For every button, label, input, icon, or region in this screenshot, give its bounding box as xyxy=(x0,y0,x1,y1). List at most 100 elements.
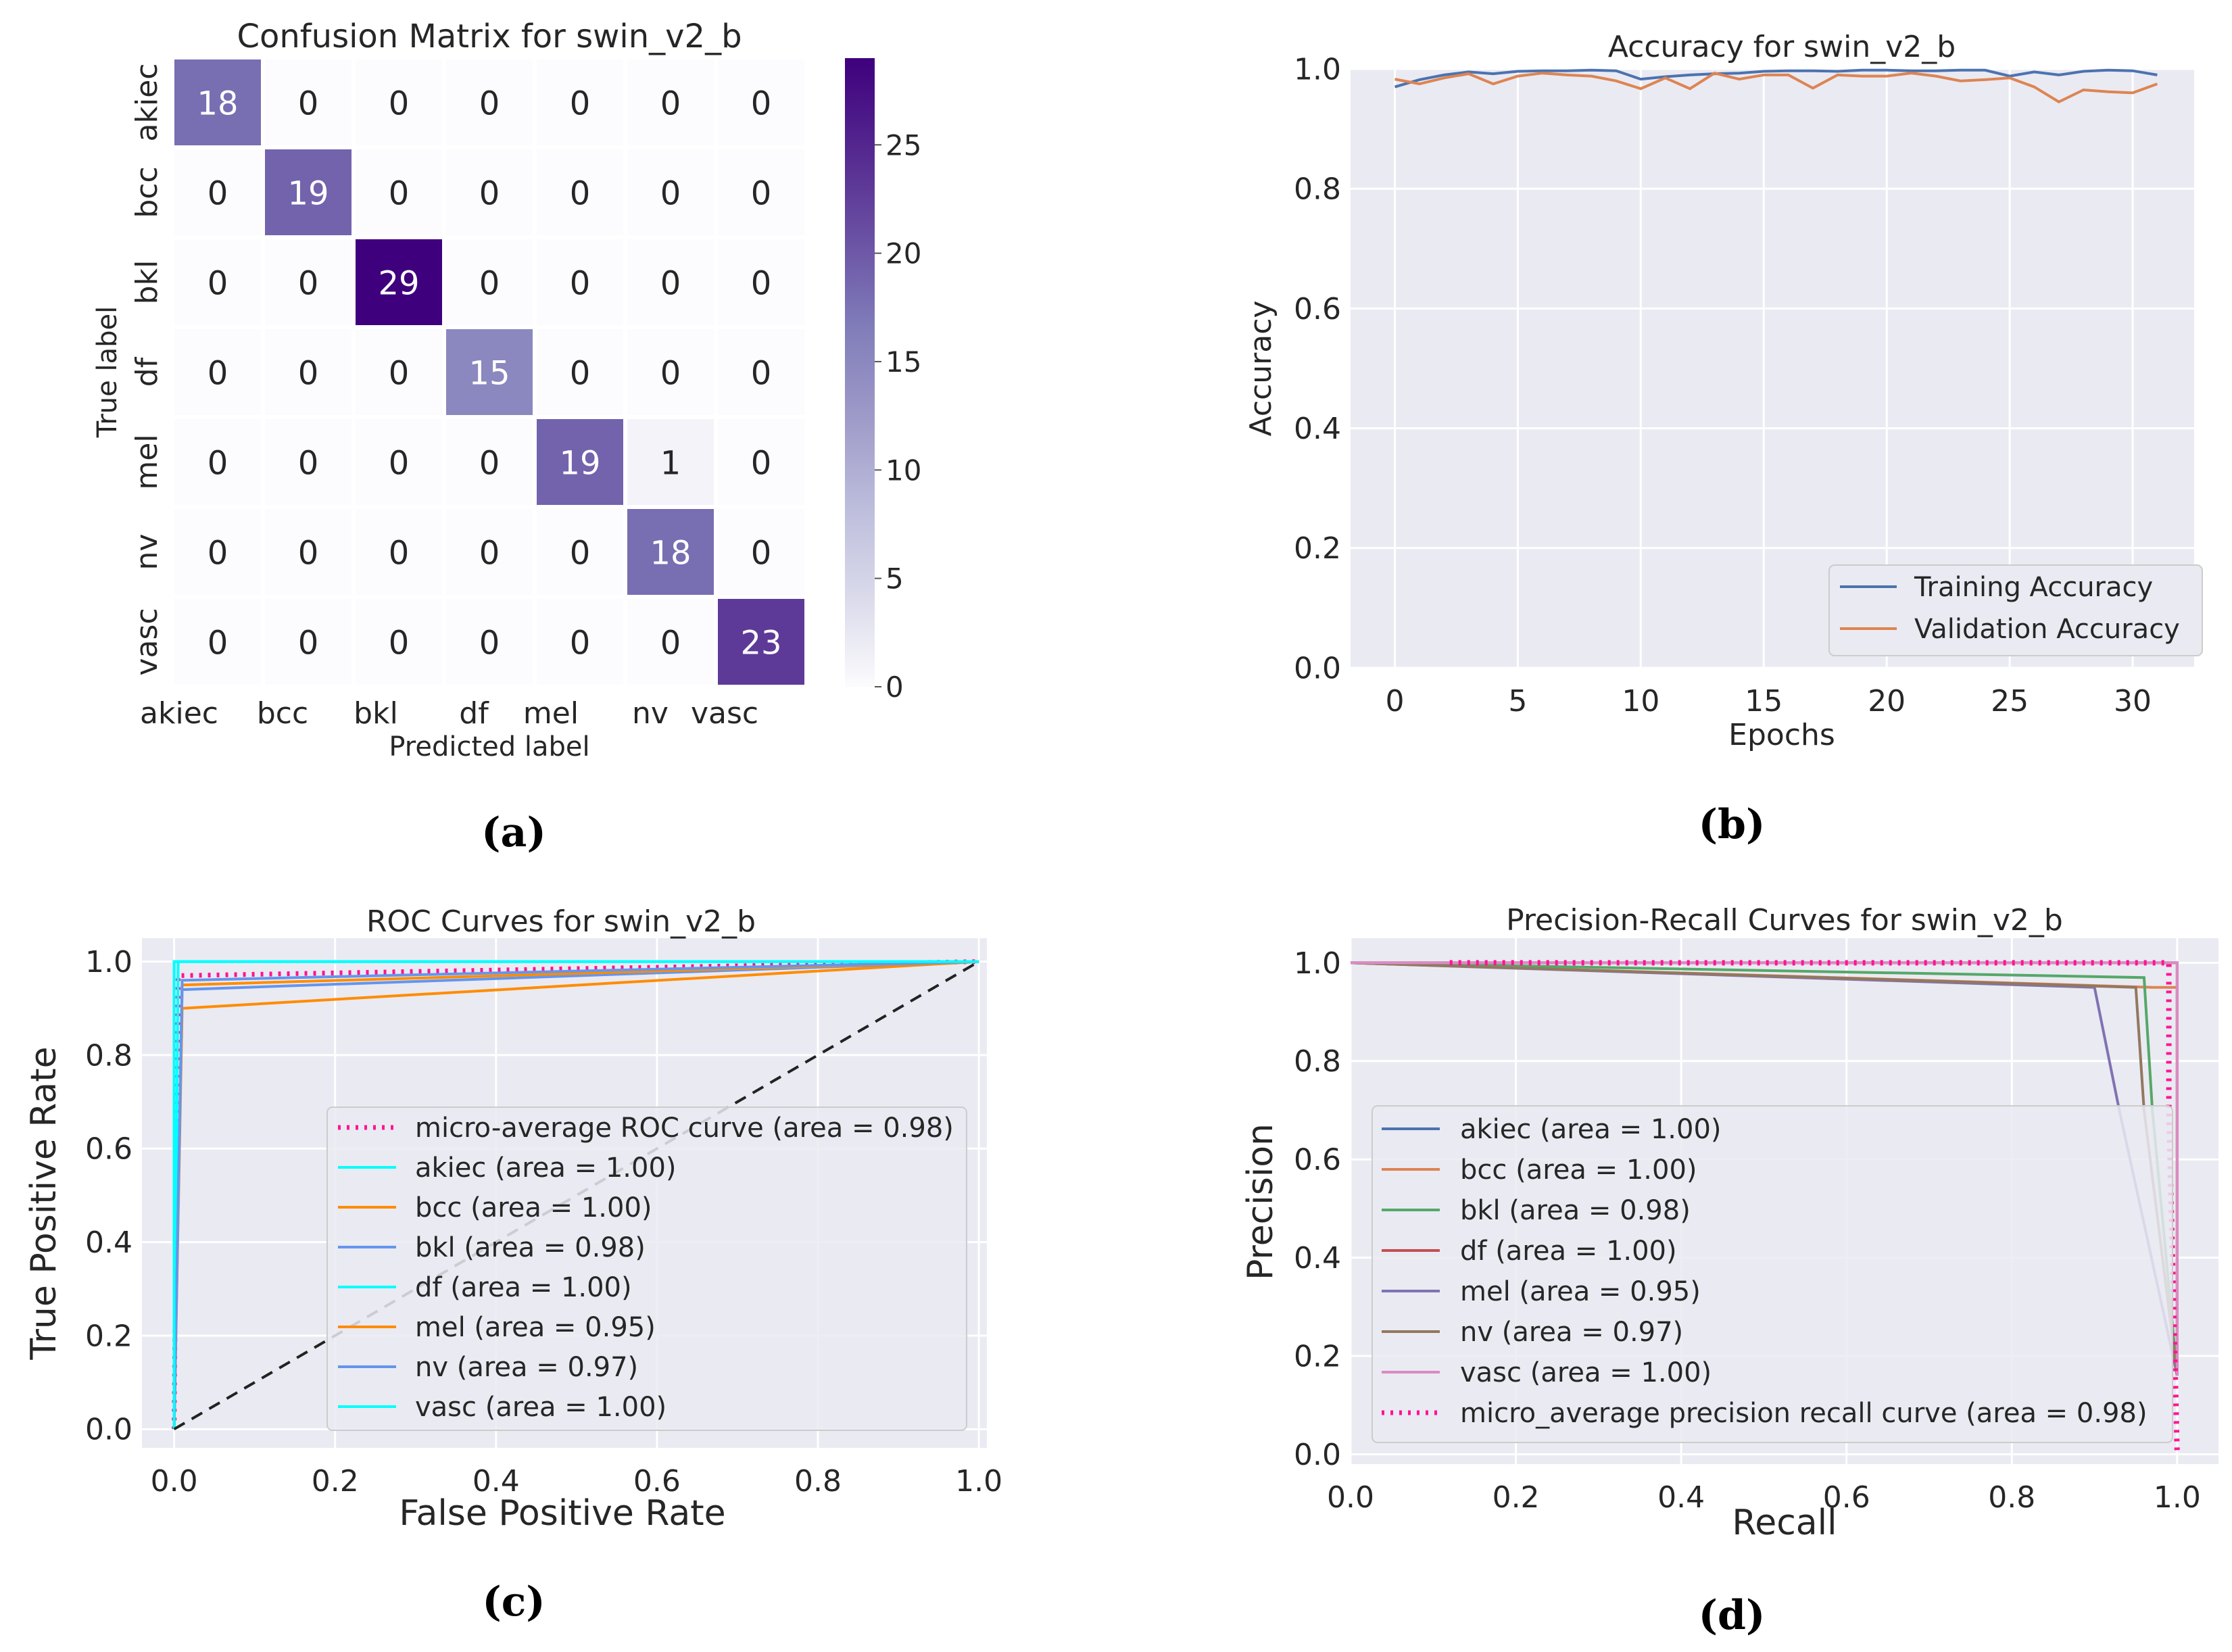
x-tick-label: 15 xyxy=(1745,684,1782,719)
cell-value-label: 0 xyxy=(389,175,410,213)
y-tick-label: vasc xyxy=(130,608,164,675)
cell-value-label: 0 xyxy=(479,535,500,573)
chart-title: Precision-Recall Curves for swin_v2_b xyxy=(1506,903,2063,938)
cell-value-label: 0 xyxy=(570,535,591,573)
heatmap-cell xyxy=(174,329,261,415)
cell-value-label: 0 xyxy=(570,175,591,213)
heatmap-cell xyxy=(627,149,714,235)
heatmap-cell xyxy=(446,149,533,235)
heatmap-cell xyxy=(446,599,533,685)
legend-label: bkl (area = 0.98) xyxy=(1460,1195,1691,1226)
cell-value-label: 0 xyxy=(298,445,319,483)
x-tick-label: 1.0 xyxy=(955,1464,1002,1499)
y-tick-label: 0.6 xyxy=(1294,1143,1341,1177)
cell-value-label: 0 xyxy=(751,265,772,303)
heatmap-cell xyxy=(718,329,804,415)
cell-value-label: 18 xyxy=(650,535,691,573)
heatmap-cell xyxy=(537,59,623,145)
roc-chart: 0.0 0.2 0.4 0.6 0.8 1.0 0.0 0.2 0.4 0.6 0.8 1.0 ROC … xyxy=(24,904,1002,1534)
x-tick-label: df xyxy=(459,696,489,731)
legend-label: micro-average ROC curve (area = 0.98) xyxy=(415,1113,954,1144)
cell-value-label: 0 xyxy=(751,175,772,213)
cell-value-label: 0 xyxy=(660,355,681,393)
cell-value-label: 0 xyxy=(389,625,410,662)
x-tick-label: 0.4 xyxy=(1657,1480,1705,1515)
cell-value-label: 0 xyxy=(389,445,410,483)
heatmap-cell xyxy=(265,239,351,325)
colorbar-tick-label: 15 xyxy=(885,345,921,379)
legend-label: mel (area = 0.95) xyxy=(1460,1276,1701,1307)
cell-value-label: 0 xyxy=(479,265,500,303)
heatmap-cell xyxy=(446,509,533,595)
x-tick-label: bkl xyxy=(354,696,398,731)
x-axis-label: Recall xyxy=(1732,1503,1837,1543)
cell-value-label: 0 xyxy=(479,625,500,662)
heatmap-cell xyxy=(627,239,714,325)
heatmap-cell xyxy=(356,599,442,685)
caption-c: (c) xyxy=(482,1578,545,1626)
colorbar xyxy=(845,58,875,687)
x-tick-label: nv xyxy=(632,696,669,731)
cell-value-label: 0 xyxy=(389,85,410,123)
heatmap-cell xyxy=(627,329,714,415)
cell-value-label: 0 xyxy=(660,625,681,662)
heatmap-cell xyxy=(446,59,533,145)
heatmap-cell xyxy=(174,59,261,145)
cell-value-label: 0 xyxy=(208,175,228,213)
heatmap-cell xyxy=(174,239,261,325)
cell-value-label: 0 xyxy=(208,625,228,662)
heatmap-cell xyxy=(265,329,351,415)
cell-value-label: 1 xyxy=(660,445,681,483)
cell-value-label: 0 xyxy=(751,445,772,483)
legend-label: micro_average precision recall curve (ar… xyxy=(1460,1398,2148,1429)
legend-label: akiec (area = 1.00) xyxy=(1460,1114,1722,1145)
legend-label: vasc (area = 1.00) xyxy=(415,1392,666,1423)
y-tick-label: 0.8 xyxy=(1294,172,1341,207)
x-tick-label: 0.2 xyxy=(312,1464,359,1499)
y-tick-label: 0.6 xyxy=(85,1132,132,1167)
heatmap-cell xyxy=(356,509,442,595)
chart-title: Confusion Matrix for swin_v2_b xyxy=(237,18,742,55)
legend-box xyxy=(1828,564,2203,656)
cell-value-label: 0 xyxy=(570,625,591,662)
cell-value-label: 0 xyxy=(479,175,500,213)
x-tick-label: 0.0 xyxy=(151,1464,198,1499)
x-tick-label: akiec xyxy=(140,696,218,731)
y-tick-label: 0.4 xyxy=(1294,412,1341,446)
colorbar-tick-label: 20 xyxy=(885,237,921,270)
series-line-1 xyxy=(1394,72,2158,103)
cell-value-label: 0 xyxy=(208,265,228,303)
cell-value-label: 0 xyxy=(479,445,500,483)
accuracy-chart: 0 5 10 15 20 25 30 0.0 0.2 0.4 0.6 0.8 1.0 Accuracy f… xyxy=(1244,30,2203,752)
cell-value-label: 0 xyxy=(298,355,319,393)
heatmap-cell xyxy=(718,509,804,595)
x-tick-label: 30 xyxy=(2114,684,2152,719)
y-tick-label: 0.4 xyxy=(85,1225,132,1260)
heatmap-cell xyxy=(174,599,261,685)
heatmap-cell xyxy=(718,59,804,145)
y-tick-label: 0.2 xyxy=(85,1319,132,1353)
cell-value-label: 0 xyxy=(751,355,772,393)
heatmap-cell xyxy=(718,599,804,685)
cell-value-label: 0 xyxy=(660,265,681,303)
legend-label: mel (area = 0.95) xyxy=(415,1312,656,1343)
x-tick-label: 0 xyxy=(1385,684,1404,719)
colorbar-tick-label: 25 xyxy=(885,128,921,162)
legend-label: Validation Accuracy xyxy=(1914,614,2180,645)
colorbar-tick-label: 10 xyxy=(885,454,921,487)
heatmap-cell xyxy=(627,509,714,595)
cell-value-label: 0 xyxy=(298,625,319,662)
legend-label: bcc (area = 1.00) xyxy=(1460,1155,1697,1186)
x-tick-label: 25 xyxy=(1991,684,2029,719)
heatmap-cell xyxy=(718,419,804,505)
y-axis-label: Accuracy xyxy=(1244,301,1278,437)
heatmap-cell xyxy=(627,419,714,505)
legend-box xyxy=(326,1107,967,1431)
heatmap-cell xyxy=(446,329,533,415)
y-tick-label: bcc xyxy=(130,166,164,218)
cell-value-label: 0 xyxy=(751,535,772,573)
cell-value-label: 19 xyxy=(287,175,329,213)
cell-value-label: 0 xyxy=(208,355,228,393)
y-tick-label: 1.0 xyxy=(1294,52,1341,87)
heatmap-cell xyxy=(174,419,261,505)
